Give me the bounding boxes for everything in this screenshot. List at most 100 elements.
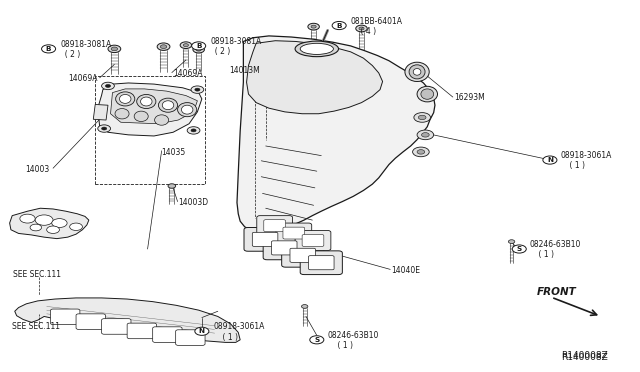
Polygon shape (10, 208, 89, 238)
Ellipse shape (159, 98, 177, 112)
Circle shape (52, 219, 67, 228)
Circle shape (301, 305, 308, 308)
Circle shape (168, 184, 175, 188)
Circle shape (187, 127, 200, 134)
Text: 14035: 14035 (162, 148, 186, 157)
Polygon shape (111, 89, 197, 124)
FancyBboxPatch shape (300, 251, 342, 275)
Circle shape (195, 88, 200, 91)
Text: N: N (199, 328, 205, 334)
Text: 14003: 14003 (25, 165, 49, 174)
Circle shape (102, 82, 115, 90)
Text: B: B (46, 46, 51, 52)
Circle shape (106, 84, 111, 87)
FancyBboxPatch shape (127, 323, 157, 339)
Ellipse shape (141, 97, 152, 106)
Circle shape (42, 45, 56, 53)
Circle shape (70, 223, 83, 231)
Text: 14013M: 14013M (229, 66, 260, 75)
FancyBboxPatch shape (244, 228, 286, 251)
FancyBboxPatch shape (175, 330, 205, 345)
Text: R140008Z: R140008Z (561, 351, 608, 360)
Text: 08918-3061A
    ( 1 ): 08918-3061A ( 1 ) (213, 322, 265, 342)
FancyBboxPatch shape (302, 235, 324, 246)
Polygon shape (98, 83, 202, 136)
Circle shape (108, 45, 121, 52)
Text: 08918-3081A
  ( 2 ): 08918-3081A ( 2 ) (210, 37, 261, 56)
Circle shape (422, 133, 429, 137)
Circle shape (30, 224, 42, 231)
Ellipse shape (155, 115, 169, 125)
Ellipse shape (120, 94, 131, 103)
FancyBboxPatch shape (153, 327, 182, 342)
Circle shape (180, 42, 191, 48)
Circle shape (508, 240, 515, 243)
Ellipse shape (300, 43, 333, 54)
Text: B: B (337, 23, 342, 29)
Polygon shape (237, 36, 435, 234)
Polygon shape (93, 105, 108, 120)
Text: 14040E: 14040E (392, 266, 420, 275)
Ellipse shape (181, 105, 193, 114)
FancyBboxPatch shape (295, 231, 331, 250)
Circle shape (20, 214, 35, 223)
Text: 08918-3061A
    ( 1 ): 08918-3061A ( 1 ) (560, 151, 611, 170)
Circle shape (191, 129, 196, 132)
Circle shape (111, 47, 118, 51)
Circle shape (183, 44, 188, 46)
Ellipse shape (413, 68, 421, 75)
Text: 081BB-6401A
    ( 4 ): 081BB-6401A ( 4 ) (351, 17, 403, 36)
Text: FRONT: FRONT (537, 286, 577, 296)
Ellipse shape (134, 111, 148, 122)
Circle shape (193, 46, 204, 53)
FancyBboxPatch shape (283, 227, 305, 239)
Circle shape (98, 125, 111, 132)
Circle shape (332, 22, 346, 30)
Text: SEE SEC.111: SEE SEC.111 (12, 321, 60, 331)
Circle shape (191, 86, 204, 93)
FancyBboxPatch shape (252, 232, 278, 246)
Circle shape (417, 150, 425, 154)
Text: 08246-63B10
    ( 1 ): 08246-63B10 ( 1 ) (328, 331, 379, 350)
Text: 16293M: 16293M (454, 93, 485, 102)
Ellipse shape (163, 101, 173, 110)
FancyBboxPatch shape (308, 256, 334, 270)
Ellipse shape (295, 41, 339, 57)
Circle shape (310, 336, 324, 344)
Ellipse shape (417, 86, 438, 102)
Ellipse shape (409, 65, 425, 79)
Text: N: N (547, 157, 553, 163)
Ellipse shape (421, 89, 434, 99)
Polygon shape (15, 298, 240, 342)
FancyBboxPatch shape (263, 236, 305, 260)
Text: 14069A: 14069A (68, 74, 97, 83)
Circle shape (413, 147, 429, 157)
Circle shape (414, 113, 431, 122)
Circle shape (161, 45, 167, 48)
Ellipse shape (137, 94, 156, 109)
Text: 14003D: 14003D (178, 198, 209, 207)
FancyBboxPatch shape (264, 220, 285, 232)
Circle shape (196, 48, 201, 51)
Text: R140008Z: R140008Z (561, 353, 608, 362)
Circle shape (311, 25, 316, 28)
Circle shape (359, 27, 364, 30)
Circle shape (102, 127, 107, 130)
Circle shape (157, 43, 170, 50)
Ellipse shape (177, 103, 196, 117)
Circle shape (35, 215, 53, 225)
Circle shape (512, 245, 526, 253)
FancyBboxPatch shape (102, 319, 131, 334)
Ellipse shape (405, 62, 429, 81)
Text: S: S (516, 246, 522, 252)
Text: 14069A: 14069A (173, 69, 203, 78)
Ellipse shape (116, 92, 135, 106)
Text: 08246-63B10
    ( 1 ): 08246-63B10 ( 1 ) (529, 240, 581, 259)
Circle shape (47, 226, 60, 234)
Text: S: S (314, 337, 319, 343)
FancyBboxPatch shape (282, 243, 324, 267)
FancyBboxPatch shape (276, 223, 312, 243)
Text: B: B (196, 43, 202, 49)
Circle shape (356, 25, 367, 32)
FancyBboxPatch shape (257, 216, 292, 235)
